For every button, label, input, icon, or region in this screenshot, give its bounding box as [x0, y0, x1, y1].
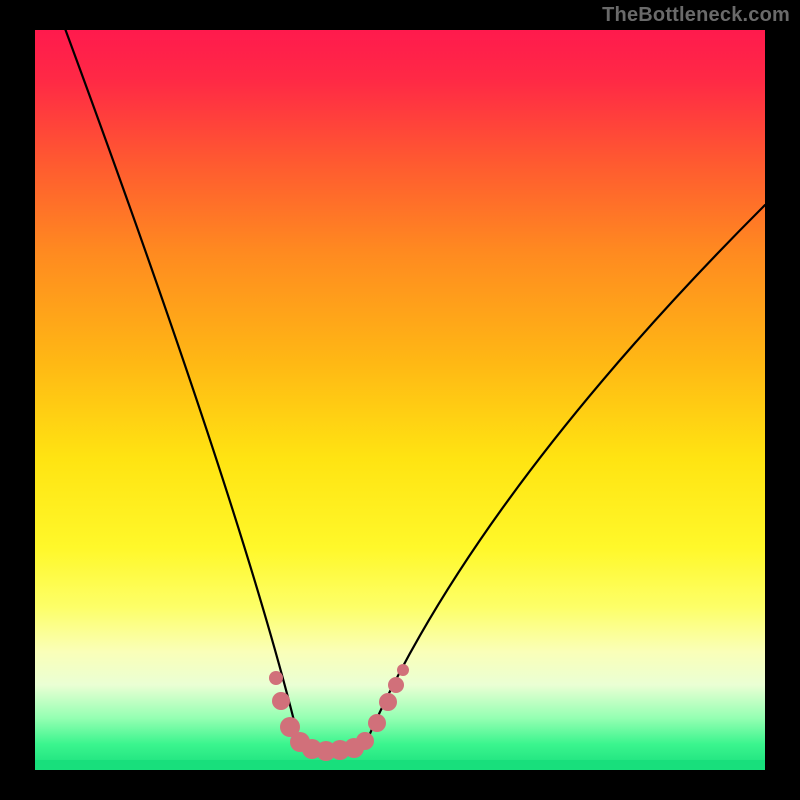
marker-point: [269, 671, 283, 685]
marker-point: [397, 664, 409, 676]
chart-svg: [0, 0, 800, 800]
watermark-text: TheBottleneck.com: [602, 4, 790, 27]
plot-background: [35, 30, 765, 770]
chart-frame: TheBottleneck.com: [0, 0, 800, 800]
marker-point: [379, 693, 397, 711]
marker-point: [368, 714, 386, 732]
marker-point: [272, 692, 290, 710]
green-baseline: [35, 760, 765, 770]
marker-point: [356, 732, 374, 750]
marker-point: [388, 677, 404, 693]
